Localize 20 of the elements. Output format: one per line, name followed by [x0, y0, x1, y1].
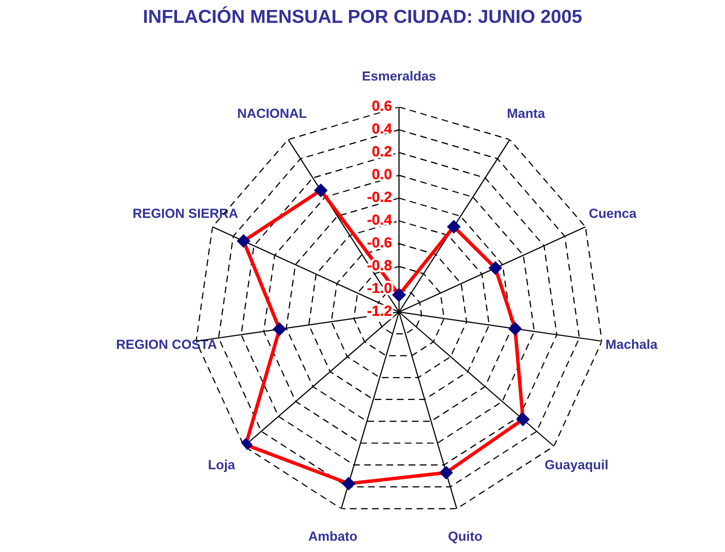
spoke-label: Loja	[208, 460, 236, 472]
spoke-label: Quito	[448, 531, 482, 544]
y-tick-label: 0.2	[372, 146, 392, 156]
y-tick-label: 0.4	[372, 123, 392, 134]
y-tick-label: 0.6	[372, 100, 392, 111]
y-tick-label: -0.4	[368, 214, 392, 225]
spoke-label: REGION SIERRA	[133, 208, 238, 218]
spoke-label: Manta	[508, 108, 546, 118]
spoke-label: Ambato	[308, 531, 357, 541]
spoke-label: REGION COSTA	[116, 340, 217, 349]
spoke-label: Cuenca	[589, 208, 637, 218]
chart-title: INFLACIÓN MENSUAL POR CIUDAD: JUNIO 2005	[144, 6, 582, 24]
y-tick-label: 0.0	[372, 168, 392, 180]
y-tick-label: -1.2	[368, 306, 392, 316]
spoke-label: Guayaquil	[545, 460, 608, 472]
spoke-label: Esmeraldas	[362, 70, 436, 81]
spoke-label: NACIONAL	[238, 108, 306, 118]
y-tick-label: -0.2	[368, 192, 392, 202]
y-tick-label: -0.6	[368, 237, 392, 248]
spoke-label: Machala	[606, 339, 658, 349]
